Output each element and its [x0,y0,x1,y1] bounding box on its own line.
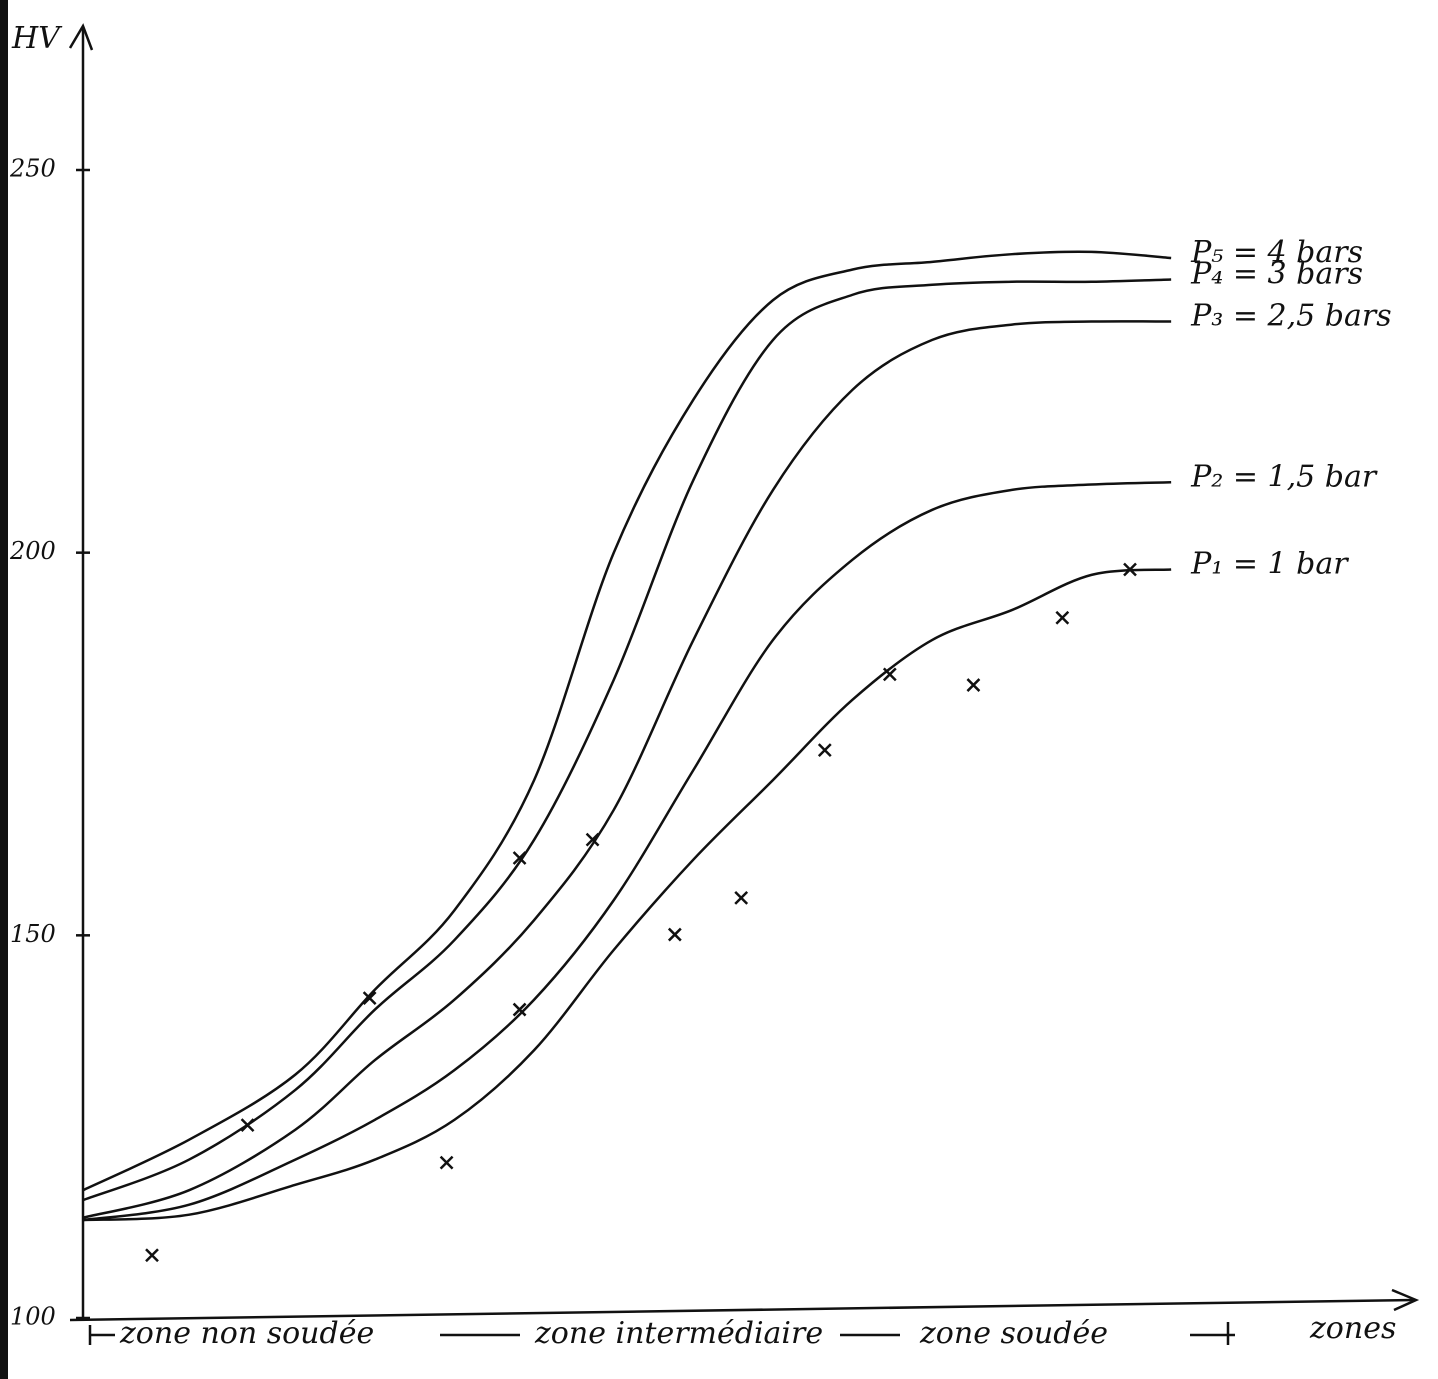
legend-label: P₁ = 1 bar [1190,547,1349,582]
legend-label: P₃ = 2,5 bars [1190,299,1392,334]
y-axis-label: HV [11,21,63,56]
paper [0,0,1438,1379]
y-tick-label: 200 [9,537,56,565]
legend-label: P₄ = 3 bars [1190,256,1363,291]
chart: HV zones 100150200250P₅ = 4 barsP₄ = 3 b… [0,0,1438,1379]
legend-label: P₂ = 1,5 bar [1190,459,1378,494]
scan-edge [0,0,8,1379]
zone-label: zone intermédiaire [534,1316,823,1351]
x-axis-label: zones [1309,1311,1396,1346]
y-tick-label: 150 [10,920,56,948]
zone-label: zone non soudée [119,1316,374,1351]
y-tick-label: 100 [10,1303,56,1331]
y-tick-label: 250 [9,155,56,183]
zone-label: zone soudée [919,1316,1108,1351]
